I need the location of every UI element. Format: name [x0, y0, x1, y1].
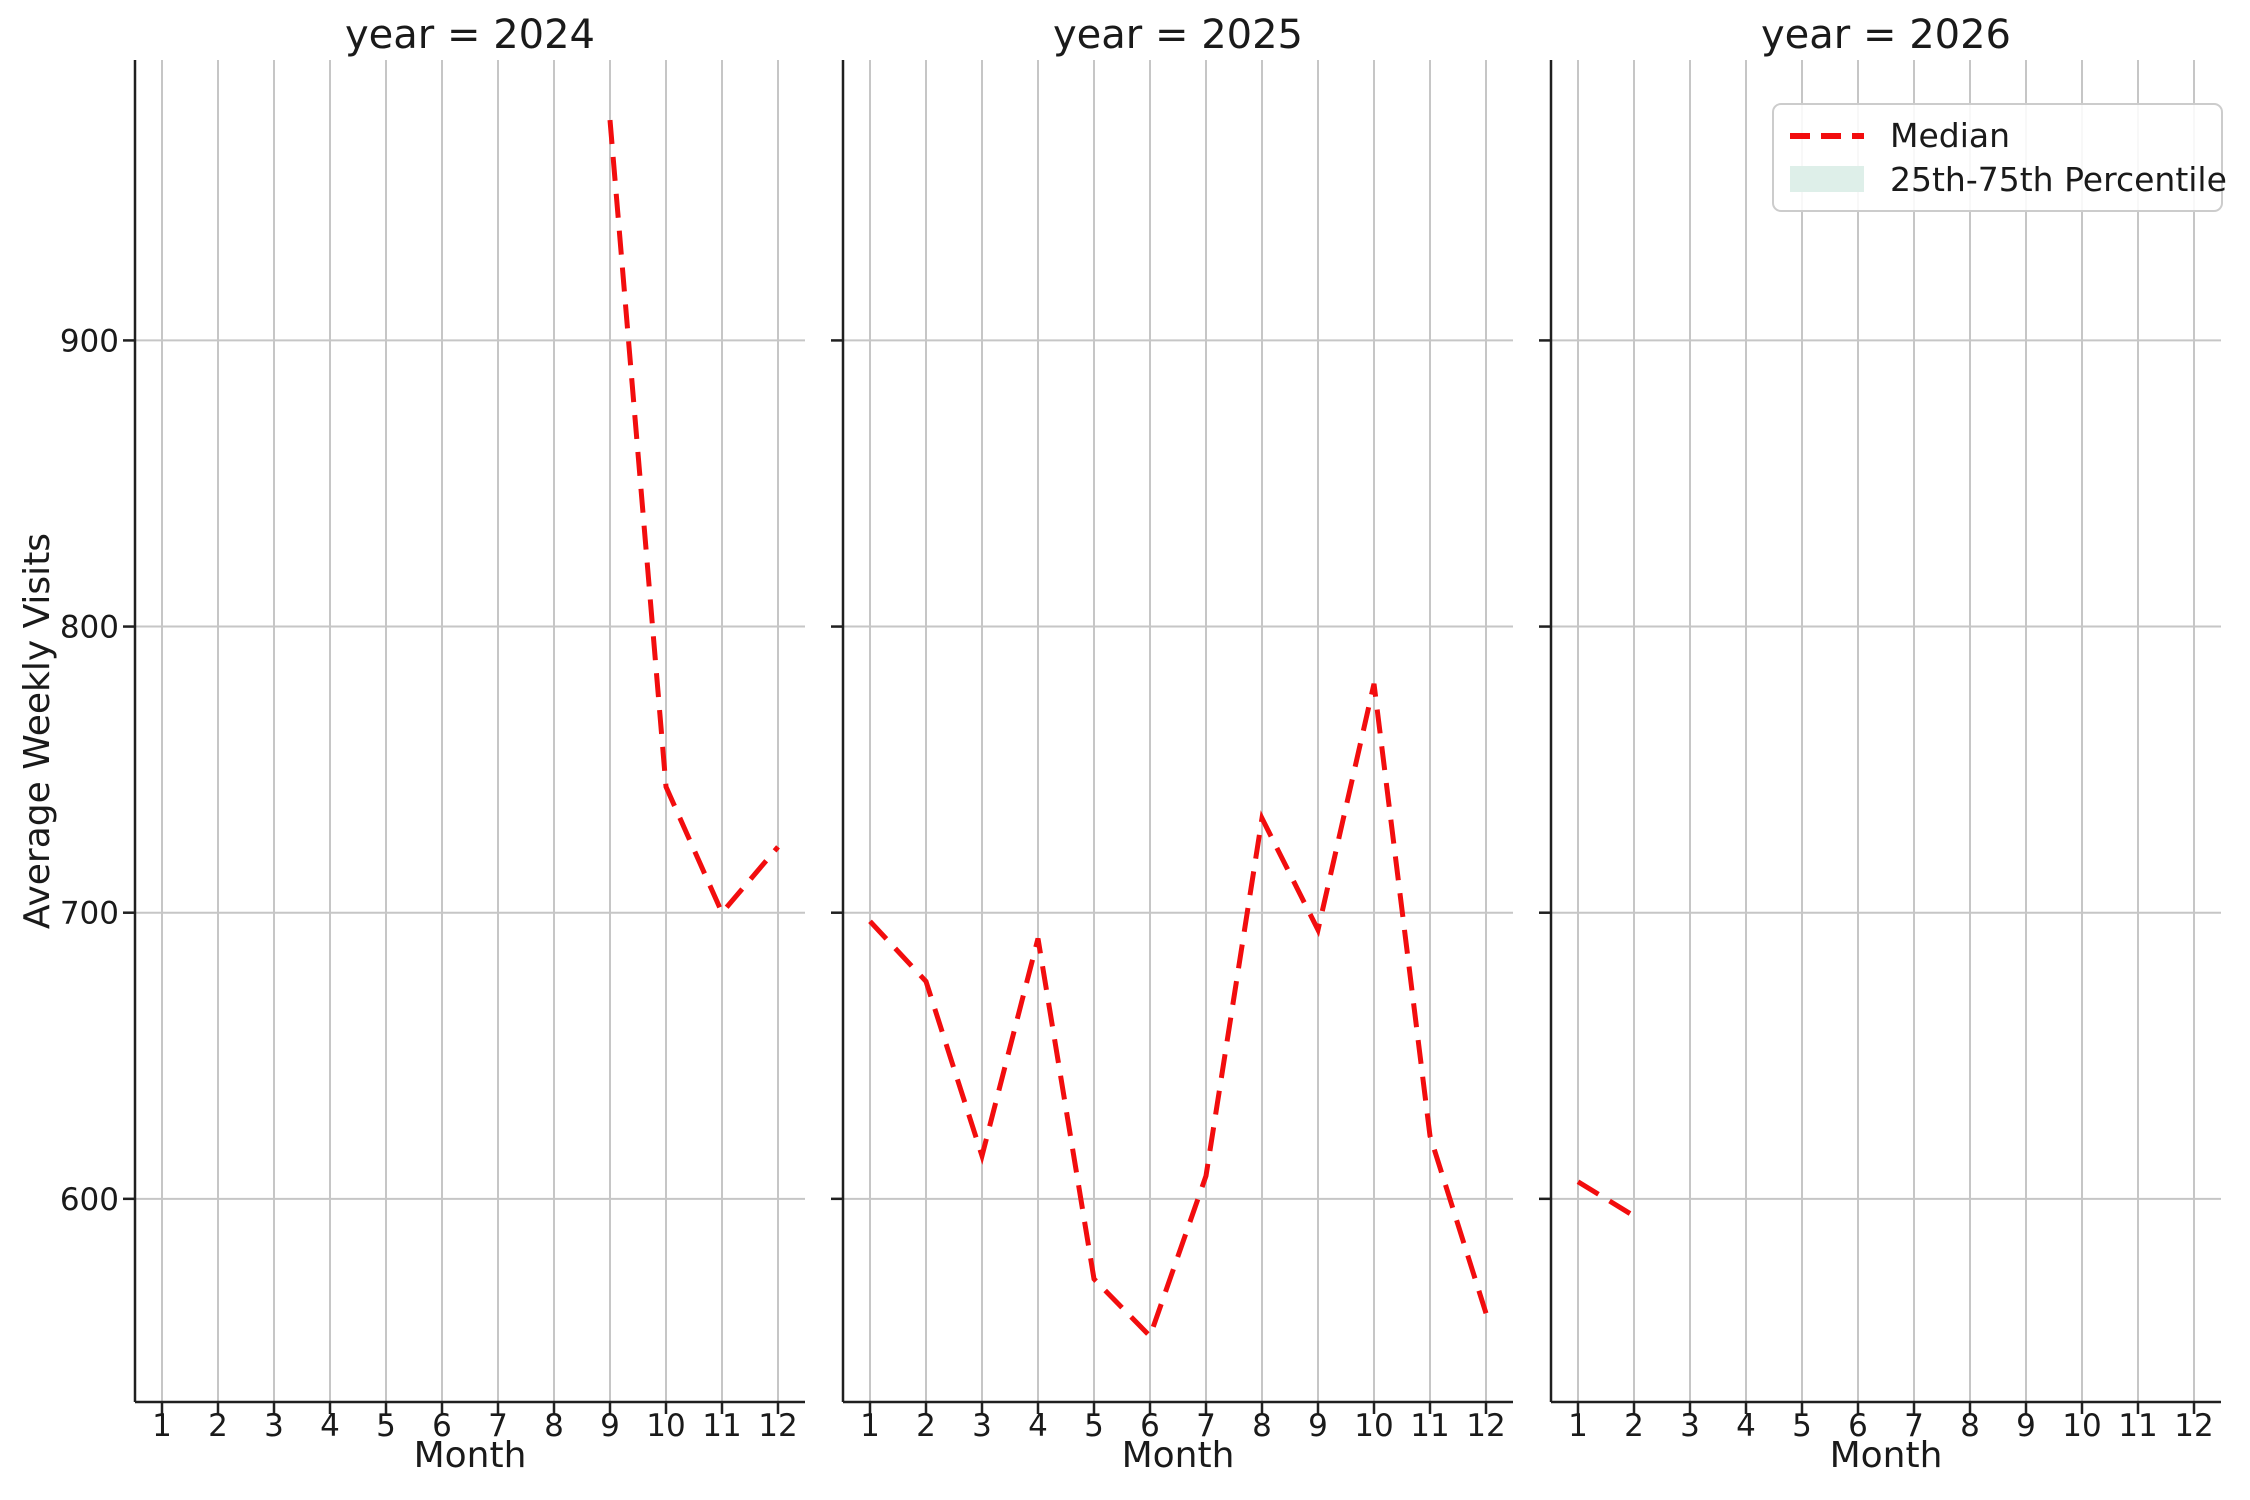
x-tick-label: 12: [2174, 1408, 2213, 1444]
x-tick-label: 9: [2016, 1408, 2036, 1444]
x-tick-label: 12: [1466, 1408, 1505, 1444]
x-tick-label: 10: [2062, 1408, 2101, 1444]
x-tick-label: 2: [916, 1408, 936, 1444]
x-tick-label: 9: [1308, 1408, 1328, 1444]
median-line: [607, 119, 780, 918]
x-tick-label: 4: [1736, 1408, 1756, 1444]
x-tick-label: 8: [1960, 1408, 1980, 1444]
x-axis-label: Month: [1829, 1435, 1943, 1476]
y-tick-label: 800: [60, 610, 119, 646]
median-line: [868, 683, 1489, 1341]
x-tick-label: 7: [488, 1408, 508, 1444]
x-tick-label: 11: [1410, 1408, 1449, 1444]
x-tick-label: 8: [1252, 1408, 1272, 1444]
x-tick-label: 10: [1354, 1408, 1393, 1444]
x-axis-label: Month: [413, 1435, 527, 1476]
percentile-patch-swatch: [1790, 166, 1864, 193]
y-tick-label: 900: [60, 323, 119, 359]
x-tick-label: 4: [1028, 1408, 1048, 1444]
x-tick-label: 5: [1084, 1408, 1104, 1444]
x-tick-label: 9: [600, 1408, 620, 1444]
legend-row-percentile: 25th-75th Percentile: [1790, 163, 2227, 196]
x-tick-label: 8: [544, 1408, 564, 1444]
x-tick-label: 5: [1792, 1408, 1812, 1444]
x-tick-label: 1: [1568, 1408, 1588, 1444]
x-axis-label: Month: [1121, 1435, 1235, 1476]
x-tick-label: 11: [2118, 1408, 2157, 1444]
x-tick-label: 6: [1848, 1408, 1868, 1444]
median-line: [1576, 1179, 1636, 1219]
x-tick-label: 2: [1624, 1408, 1644, 1444]
x-tick-label: 1: [152, 1408, 172, 1444]
y-axis-label: Average Weekly Visits: [17, 532, 58, 930]
legend: Median 25th-75th Percentile: [1772, 103, 2227, 212]
y-tick-label: 600: [60, 1182, 119, 1218]
median-dash-swatch: [1790, 132, 1864, 139]
facet-title-2024: year = 2024: [345, 12, 595, 58]
x-tick-label: 1: [860, 1408, 880, 1444]
x-tick-label: 12: [758, 1408, 797, 1444]
x-tick-label: 6: [1140, 1408, 1160, 1444]
x-tick-label: 3: [1680, 1408, 1700, 1444]
x-tick-label: 7: [1904, 1408, 1924, 1444]
facet-title-2026: year = 2026: [1761, 12, 2011, 58]
legend-label-median: Median: [1890, 116, 2011, 156]
x-tick-label: 7: [1196, 1408, 1216, 1444]
x-tick-label: 10: [646, 1408, 685, 1444]
x-tick-label: 4: [320, 1408, 340, 1444]
legend-label-percentile: 25th-75th Percentile: [1890, 159, 2227, 199]
x-tick-label: 3: [264, 1408, 284, 1444]
x-tick-label: 3: [972, 1408, 992, 1444]
y-tick-label: 700: [60, 896, 119, 932]
legend-row-median: Median: [1790, 119, 2205, 152]
x-tick-label: 2: [208, 1408, 228, 1444]
facet-title-2025: year = 2025: [1053, 12, 1303, 58]
x-tick-label: 11: [702, 1408, 741, 1444]
x-tick-label: 5: [376, 1408, 396, 1444]
x-tick-label: 6: [432, 1408, 452, 1444]
